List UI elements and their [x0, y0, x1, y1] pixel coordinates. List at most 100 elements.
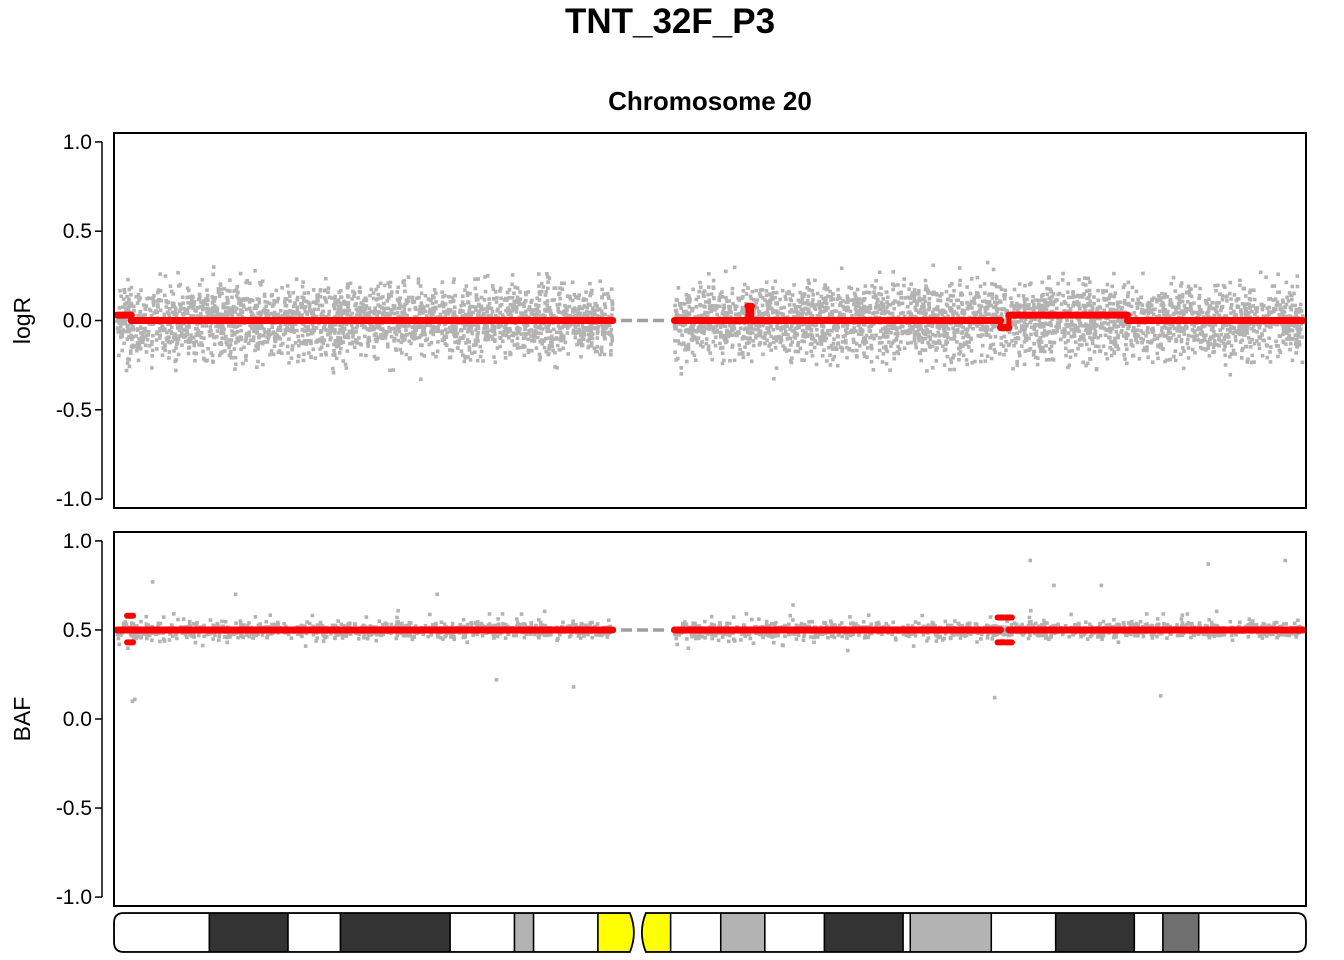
data-point — [1071, 303, 1075, 308]
data-point — [212, 342, 217, 347]
data-point — [1271, 298, 1275, 302]
data-point — [924, 284, 928, 288]
data-point — [388, 280, 393, 285]
data-point — [124, 306, 128, 310]
data-point — [752, 309, 756, 314]
data-point — [1013, 336, 1018, 341]
data-point — [1218, 328, 1223, 332]
data-point — [192, 343, 197, 348]
data-point — [128, 304, 132, 308]
data-point — [1288, 337, 1293, 342]
data-point — [608, 332, 613, 337]
data-point — [1040, 294, 1044, 298]
data-point — [558, 296, 562, 301]
data-point — [953, 323, 958, 327]
data-point — [995, 296, 999, 301]
data-point — [1073, 325, 1077, 330]
data-point — [405, 313, 409, 318]
data-point — [800, 312, 805, 317]
data-point — [1175, 329, 1180, 333]
data-point — [827, 333, 832, 337]
data-point — [1190, 347, 1195, 352]
data-point — [177, 302, 182, 307]
data-point — [510, 273, 515, 277]
data-point — [537, 290, 542, 294]
data-point — [738, 326, 743, 331]
data-point — [170, 339, 175, 344]
data-point — [865, 290, 869, 295]
data-point — [1155, 336, 1160, 341]
data-point — [441, 304, 446, 309]
data-point — [265, 335, 269, 339]
data-point — [1084, 289, 1089, 293]
data-point — [586, 302, 591, 307]
data-point — [1081, 323, 1086, 328]
data-point — [584, 310, 589, 314]
data-point — [177, 309, 182, 313]
data-point — [949, 337, 953, 341]
data-point — [289, 356, 294, 360]
data-point — [789, 298, 794, 303]
data-point — [802, 292, 807, 296]
data-point — [1217, 337, 1221, 342]
data-point — [610, 307, 615, 311]
data-point — [1066, 303, 1071, 308]
data-point — [427, 310, 432, 315]
data-point — [1134, 289, 1139, 294]
data-point — [1149, 310, 1154, 314]
data-point — [1186, 337, 1190, 342]
data-point — [941, 323, 946, 327]
data-point — [836, 294, 841, 298]
data-point — [705, 322, 710, 327]
data-point — [1279, 307, 1283, 312]
data-point — [979, 304, 984, 309]
data-point — [559, 332, 564, 337]
data-point — [193, 358, 197, 363]
data-point — [822, 286, 827, 291]
data-point — [158, 288, 163, 293]
data-point — [1032, 327, 1037, 331]
data-point — [849, 286, 854, 291]
data-point — [149, 313, 154, 318]
data-point — [541, 285, 546, 289]
data-point — [1039, 340, 1044, 344]
data-point — [147, 344, 152, 348]
data-point — [683, 348, 687, 352]
data-point — [603, 305, 608, 310]
data-point — [1042, 303, 1047, 308]
data-point — [1214, 309, 1219, 314]
data-point — [288, 322, 292, 327]
data-point — [289, 314, 294, 319]
data-point — [730, 286, 735, 291]
data-point — [300, 295, 305, 300]
data-point — [545, 329, 550, 334]
data-point — [533, 324, 538, 329]
data-point — [792, 283, 796, 287]
data-point — [698, 280, 702, 285]
data-point — [131, 335, 136, 339]
data-point — [314, 314, 319, 319]
data-point — [1169, 301, 1174, 306]
data-point — [1223, 363, 1228, 367]
data-point — [488, 328, 493, 333]
data-point — [1252, 360, 1256, 364]
data-point — [225, 342, 230, 347]
data-point — [1023, 303, 1028, 308]
data-point — [935, 307, 940, 312]
data-point — [748, 336, 753, 341]
data-point — [355, 309, 360, 313]
data-point — [1041, 334, 1046, 338]
data-point — [386, 344, 390, 349]
data-point — [346, 335, 351, 340]
data-point — [1129, 304, 1134, 309]
chromosome-subtitle: Chromosome 20 — [608, 86, 812, 116]
data-point — [180, 343, 184, 347]
data-point — [1116, 305, 1121, 309]
data-point — [205, 288, 209, 292]
data-point — [518, 297, 523, 302]
data-point — [700, 330, 704, 335]
data-point — [802, 358, 806, 363]
data-point — [370, 327, 375, 331]
data-point — [557, 302, 562, 307]
data-point — [535, 335, 540, 340]
